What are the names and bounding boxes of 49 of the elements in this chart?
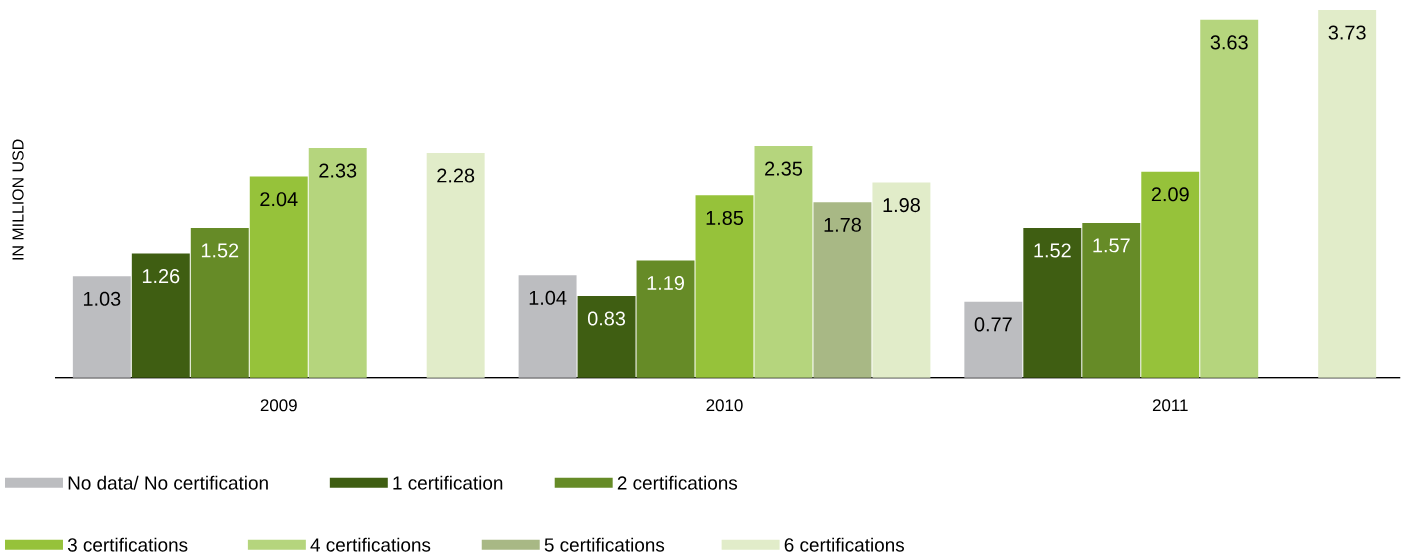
data-label: 0.77 <box>974 317 1012 332</box>
bar <box>131 253 190 378</box>
bar <box>872 182 931 378</box>
data-label: 1.52 <box>201 243 239 258</box>
legend-label: 6 certifications <box>784 537 904 552</box>
data-label: 1.26 <box>142 269 180 284</box>
bar <box>308 148 367 378</box>
data-label: 1.04 <box>529 290 567 305</box>
data-label: 1.19 <box>647 276 684 291</box>
data-label: 2.04 <box>260 192 298 207</box>
data-label: 2.28 <box>437 168 475 183</box>
bar <box>1023 228 1082 378</box>
data-label: 1.57 <box>1093 238 1130 253</box>
data-label: 3.73 <box>1328 25 1366 40</box>
data-label: 2.09 <box>1151 187 1189 202</box>
data-label: 2.33 <box>319 163 357 178</box>
data-label: 1.85 <box>706 211 744 226</box>
bar <box>72 276 131 378</box>
legend-label: 1 certification <box>393 475 503 490</box>
x-tick-label: 2010 <box>706 399 743 412</box>
bar <box>754 146 813 378</box>
legend-label: 4 certifications <box>310 537 431 552</box>
data-label: 1.52 <box>1034 243 1071 258</box>
legend-label: 5 certifications <box>544 537 665 552</box>
bar <box>426 153 485 378</box>
x-tick-label: 2009 <box>260 399 297 412</box>
bar <box>813 202 872 378</box>
bar <box>1082 223 1141 378</box>
bar <box>1141 171 1200 378</box>
bar <box>964 302 1023 378</box>
bar <box>1318 10 1377 378</box>
legend-label: No data/ No certification <box>68 475 268 490</box>
bar <box>1200 19 1259 378</box>
x-tick-label: 2011 <box>1152 399 1188 412</box>
data-label: 1.78 <box>824 217 861 233</box>
bar <box>190 228 249 378</box>
bar <box>636 260 695 378</box>
y-axis-title: IN MILLION USD <box>12 139 24 260</box>
data-label: 0.83 <box>587 311 626 326</box>
bar <box>577 296 636 378</box>
data-label: 3.63 <box>1210 35 1248 50</box>
data-label: 1.98 <box>883 198 920 213</box>
legend-label: 3 certifications <box>67 537 188 552</box>
data-label: 2.35 <box>765 161 803 176</box>
data-label: 1.03 <box>83 291 121 306</box>
bar <box>518 275 577 378</box>
bar <box>695 195 754 378</box>
bar <box>249 176 308 378</box>
legend-label: 2 certifications <box>617 475 738 490</box>
